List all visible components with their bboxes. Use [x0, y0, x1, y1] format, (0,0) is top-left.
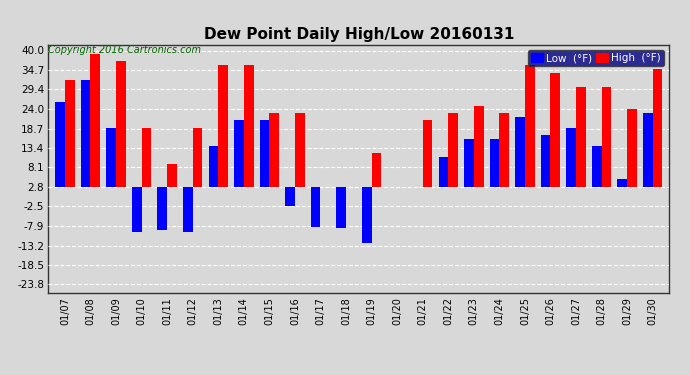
Bar: [653, 69, 662, 187]
Bar: [602, 87, 611, 187]
Title: Dew Point Daily High/Low 20160131: Dew Point Daily High/Low 20160131: [204, 27, 514, 42]
Bar: [515, 117, 525, 187]
Bar: [551, 72, 560, 187]
Bar: [566, 128, 576, 187]
Bar: [234, 120, 244, 187]
Bar: [81, 80, 90, 187]
Bar: [141, 128, 151, 187]
Bar: [244, 65, 253, 187]
Bar: [208, 146, 218, 187]
Bar: [627, 109, 637, 187]
Bar: [336, 187, 346, 228]
Bar: [132, 187, 141, 232]
Bar: [90, 54, 100, 187]
Bar: [500, 113, 509, 187]
Bar: [464, 138, 474, 187]
Bar: [362, 187, 372, 243]
Bar: [541, 135, 551, 187]
Bar: [310, 187, 320, 226]
Bar: [618, 179, 627, 187]
Bar: [259, 120, 269, 187]
Bar: [218, 65, 228, 187]
Bar: [643, 113, 653, 187]
Bar: [116, 62, 126, 187]
Bar: [525, 65, 535, 187]
Bar: [285, 187, 295, 206]
Legend: Low  (°F), High  (°F): Low (°F), High (°F): [528, 50, 664, 66]
Bar: [576, 87, 586, 187]
Bar: [157, 187, 167, 230]
Bar: [474, 105, 484, 187]
Bar: [269, 113, 279, 187]
Bar: [439, 157, 449, 187]
Bar: [183, 187, 193, 232]
Bar: [423, 120, 433, 187]
Bar: [65, 80, 75, 187]
Bar: [193, 128, 202, 187]
Bar: [167, 164, 177, 187]
Bar: [295, 113, 304, 187]
Bar: [372, 153, 382, 187]
Bar: [448, 113, 458, 187]
Bar: [490, 138, 500, 187]
Text: Copyright 2016 Cartronics.com: Copyright 2016 Cartronics.com: [48, 45, 201, 55]
Bar: [55, 102, 65, 187]
Bar: [106, 128, 116, 187]
Bar: [592, 146, 602, 187]
